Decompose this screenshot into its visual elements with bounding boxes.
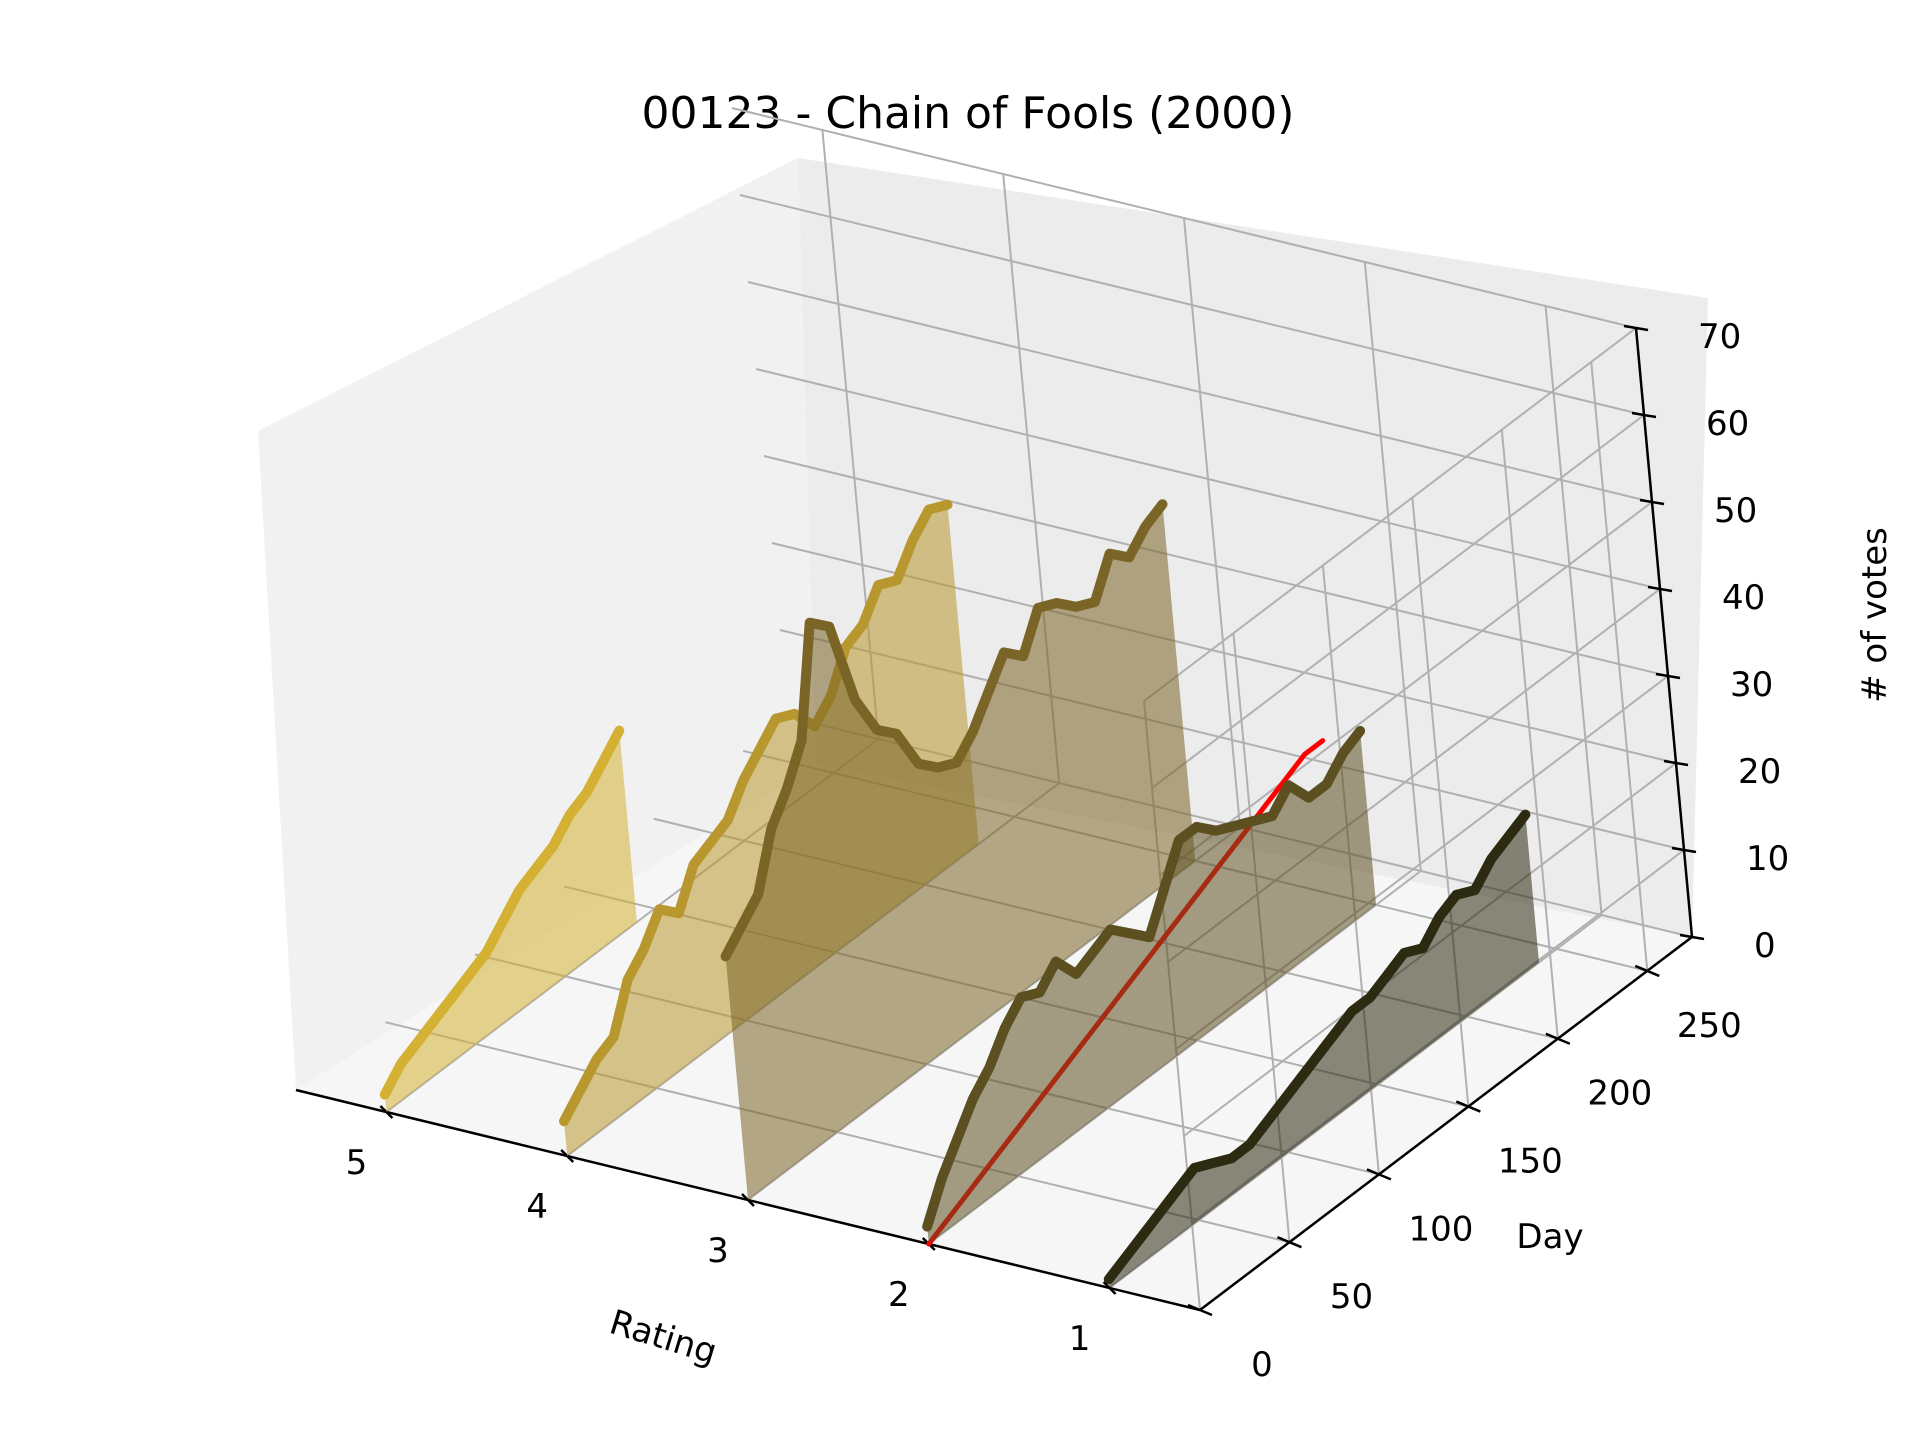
- x-tick-label: 4: [526, 1187, 548, 1227]
- z-tick-label: 60: [1706, 404, 1749, 444]
- gridline-x-left: [1363, 261, 1422, 872]
- y-tick-mark: [1545, 1032, 1571, 1045]
- z-axis-label: # of votes: [1855, 527, 1895, 703]
- y-axis-line: [1199, 936, 1693, 1311]
- y-tick-mark: [1187, 1303, 1213, 1317]
- x-tick-label: 1: [1069, 1319, 1091, 1359]
- x-tick-label: 3: [707, 1231, 729, 1271]
- gridline-y-back: [1500, 429, 1559, 1039]
- y-tick-label: 150: [1498, 1142, 1563, 1182]
- z-tick-label: 70: [1698, 317, 1741, 357]
- gridline-x-left: [1544, 305, 1603, 916]
- y-tick-mark: [1634, 964, 1660, 978]
- y-tick-mark: [1276, 1236, 1302, 1249]
- y-tick-mark: [1366, 1168, 1392, 1181]
- z-tick-mark: [1647, 585, 1673, 593]
- y-axis-label: Day: [1516, 1217, 1583, 1257]
- z-tick-mark: [1655, 672, 1681, 680]
- z-tick-label: 30: [1730, 665, 1773, 705]
- y-tick-label: 0: [1251, 1345, 1273, 1385]
- left-wall: [258, 158, 816, 1090]
- series-rating-5-0: [379, 725, 637, 1112]
- z-tick-label: 20: [1738, 752, 1781, 792]
- series-rating-1-5: [1103, 809, 1539, 1288]
- x-tick-label: 5: [346, 1143, 368, 1183]
- z-tick-mark: [1671, 846, 1697, 854]
- series-group: [379, 499, 1539, 1288]
- y-tick-mark: [1455, 1100, 1481, 1113]
- series-rating-2-4: [922, 725, 1377, 1244]
- z-tick-mark: [1663, 759, 1689, 767]
- series-rating-3-2: [720, 499, 1196, 1200]
- series-fill: [927, 730, 1377, 1244]
- gridline-y-back: [1590, 361, 1649, 972]
- y-tick-label: 250: [1677, 1006, 1742, 1046]
- z-tick-label: 50: [1714, 491, 1757, 531]
- y-tick-label: 50: [1330, 1277, 1373, 1317]
- gridline-x-left: [1183, 217, 1241, 828]
- series-fill: [384, 730, 637, 1112]
- z-tick-label: 0: [1754, 926, 1776, 966]
- y-tick-label: 200: [1587, 1074, 1652, 1114]
- series-line: [922, 725, 1366, 1232]
- z-tick-mark: [1623, 324, 1649, 332]
- z-tick-mark: [1679, 933, 1705, 941]
- series-line: [559, 499, 953, 1127]
- x-tick-label: 2: [888, 1275, 910, 1315]
- y-tick-label: 100: [1408, 1209, 1473, 1249]
- z-axis-line: [1634, 327, 1694, 938]
- z-tick-mark: [1639, 498, 1665, 506]
- z-tick-label: 10: [1746, 839, 1789, 879]
- series-line: [1103, 809, 1531, 1285]
- series-line: [379, 725, 625, 1100]
- z-tick-mark: [1631, 411, 1657, 419]
- x-axis-label: Rating: [605, 1302, 722, 1372]
- z-tick-label: 40: [1722, 578, 1765, 618]
- series-line: [720, 499, 1168, 962]
- chart-title: 00123 - Chain of Fools (2000): [642, 88, 1295, 139]
